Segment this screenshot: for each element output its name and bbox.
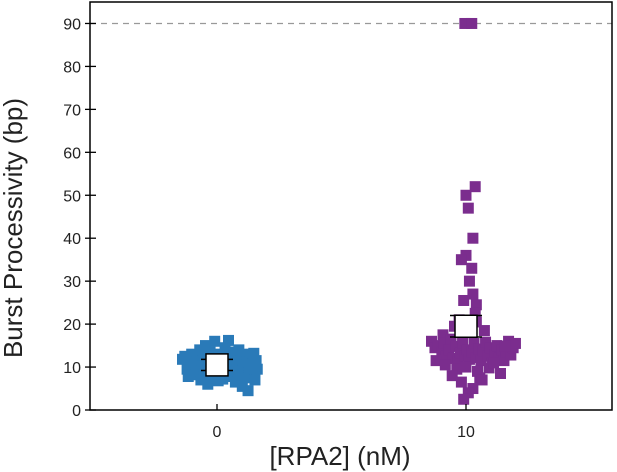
y-tick-label: 30 (63, 274, 81, 291)
data-point-0 (252, 364, 263, 375)
y-tick-label: 90 (63, 16, 81, 33)
data-point-10 (458, 394, 469, 405)
data-point-10 (458, 295, 469, 306)
data-point-10 (479, 325, 490, 336)
data-point-10 (463, 203, 474, 214)
y-axis-title: Burst Processivity (bp) (0, 98, 28, 358)
data-point-10 (456, 254, 467, 265)
x-axis-title: [RPA2] (nM) (269, 441, 410, 471)
data-point-10 (466, 263, 477, 274)
y-tick-label: 60 (63, 145, 81, 162)
data-point-10 (461, 190, 472, 201)
y-tick-label: 70 (63, 102, 81, 119)
data-point-0 (249, 374, 260, 385)
data-point-0 (223, 335, 234, 346)
data-point-10 (461, 362, 472, 373)
y-tick-label: 10 (63, 360, 81, 377)
data-point-10 (464, 276, 475, 287)
y-tick-label: 40 (63, 231, 81, 248)
data-point-10 (456, 377, 467, 388)
data-point-10 (466, 18, 477, 29)
y-tick-label: 0 (72, 403, 81, 420)
y-tick-label: 20 (63, 317, 81, 334)
data-point-10 (488, 357, 499, 368)
mean-marker-0 (206, 354, 228, 376)
data-point-0 (243, 385, 254, 396)
mean-marker-10 (455, 315, 477, 337)
y-tick-label: 50 (63, 188, 81, 205)
data-point-10 (510, 338, 521, 349)
x-tick-label: 10 (457, 424, 475, 441)
data-points-layer (177, 18, 521, 405)
y-tick-label: 80 (63, 59, 81, 76)
data-point-10 (477, 374, 488, 385)
plot-frame (90, 2, 612, 410)
axes-layer: 0 10 20 30 40 50 60 70 80 90 0 10 (63, 2, 612, 441)
data-point-10 (495, 368, 506, 379)
data-point-0 (209, 336, 220, 347)
x-tick-label: 0 (213, 424, 222, 441)
data-point-10 (467, 233, 478, 244)
data-point-10 (440, 359, 451, 370)
data-point-10 (500, 341, 511, 352)
